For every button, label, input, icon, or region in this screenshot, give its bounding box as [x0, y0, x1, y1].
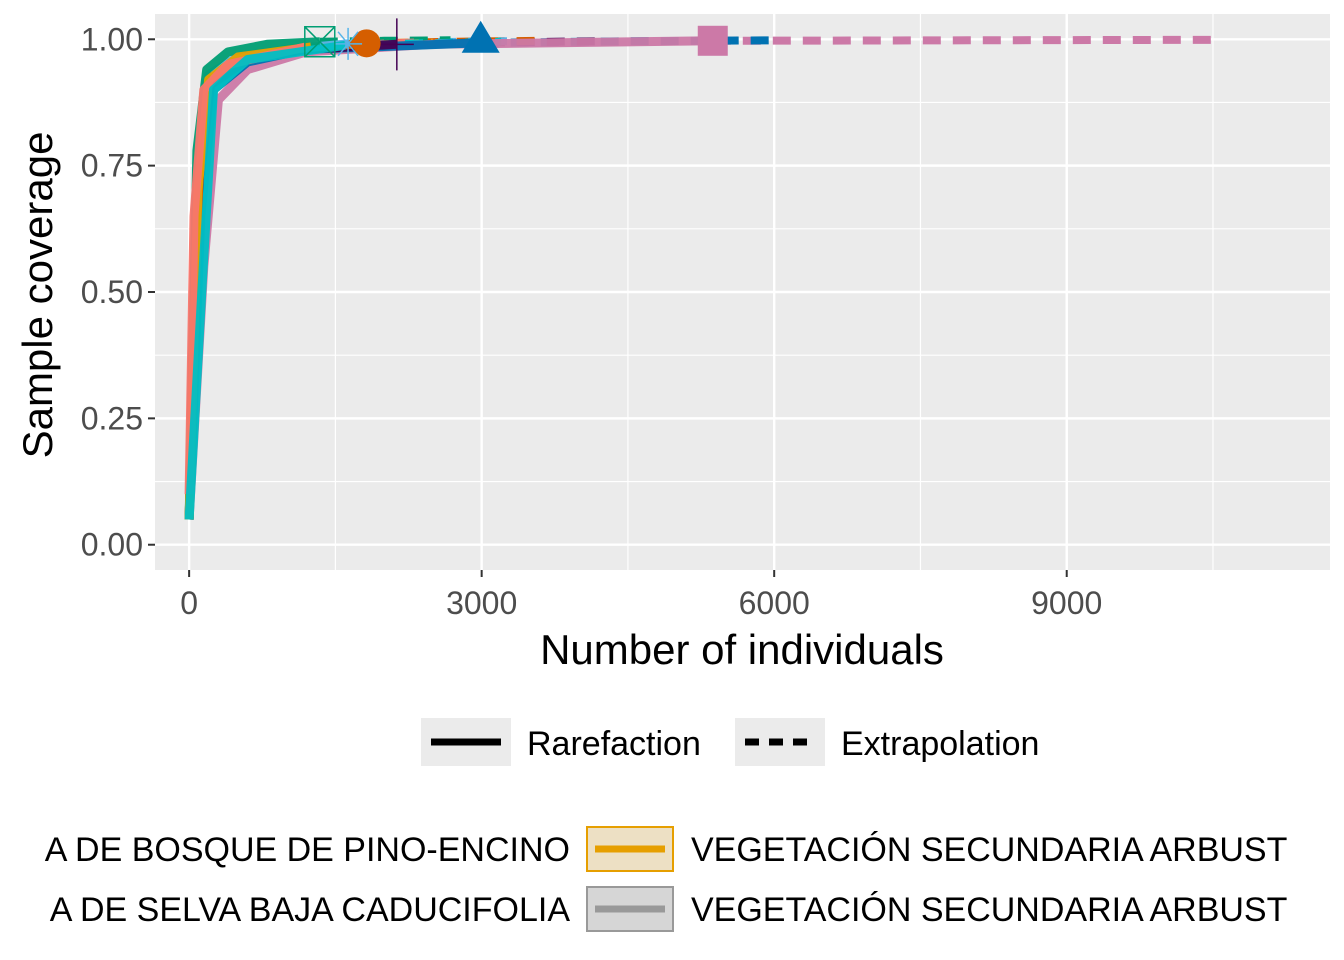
method-legend-label: Extrapolation — [841, 725, 1039, 763]
extrapolation-line — [712, 35, 1223, 45]
y-tick-label: 0.50 — [81, 274, 143, 310]
data-point-marker — [379, 18, 414, 71]
data-point-marker — [304, 26, 336, 58]
x-tick-label: 3000 — [446, 585, 517, 621]
data-point-marker — [461, 20, 500, 53]
series-legend-label: VEGETACIÓN SECUNDARIA ARBUST — [691, 831, 1287, 869]
grid-major — [155, 14, 1330, 570]
series-legend-label: VEGETACIÓN SECUNDARIA ARBUST — [691, 891, 1287, 929]
axes-layer: 0 3000 6000 9000 0.00 0.25 0.50 0.75 1.00 — [81, 21, 1103, 621]
marker-layer — [304, 18, 728, 71]
x-tick-label: 6000 — [739, 585, 810, 621]
y-tick-label: 0.00 — [81, 527, 143, 563]
method-legend-label: Rarefaction — [527, 725, 701, 763]
data-point-marker — [334, 27, 363, 60]
y-axis-title: Sample coverage — [14, 132, 61, 459]
data-point-marker — [697, 25, 728, 56]
data-point-marker — [352, 29, 381, 58]
x-tick-label: 9000 — [1031, 585, 1102, 621]
x-axis-title: Number of individuals — [540, 626, 944, 673]
y-tick-label: 0.25 — [81, 400, 143, 436]
x-tick-label: 0 — [180, 585, 198, 621]
rarefaction-line — [184, 40, 346, 520]
y-tick-label: 1.00 — [81, 21, 143, 57]
series-legend-label: A DE SELVA BAJA CADUCIFOLIA — [50, 891, 571, 929]
series-legend-label: A DE BOSQUE DE PINO-ENCINO — [45, 831, 570, 869]
y-tick-label: 0.75 — [81, 148, 143, 184]
method-legend: Rarefaction Extrapolation — [421, 718, 1039, 766]
series-legend: A DE BOSQUE DE PINO-ENCINO A DE SELVA BAJ… — [45, 826, 1287, 932]
